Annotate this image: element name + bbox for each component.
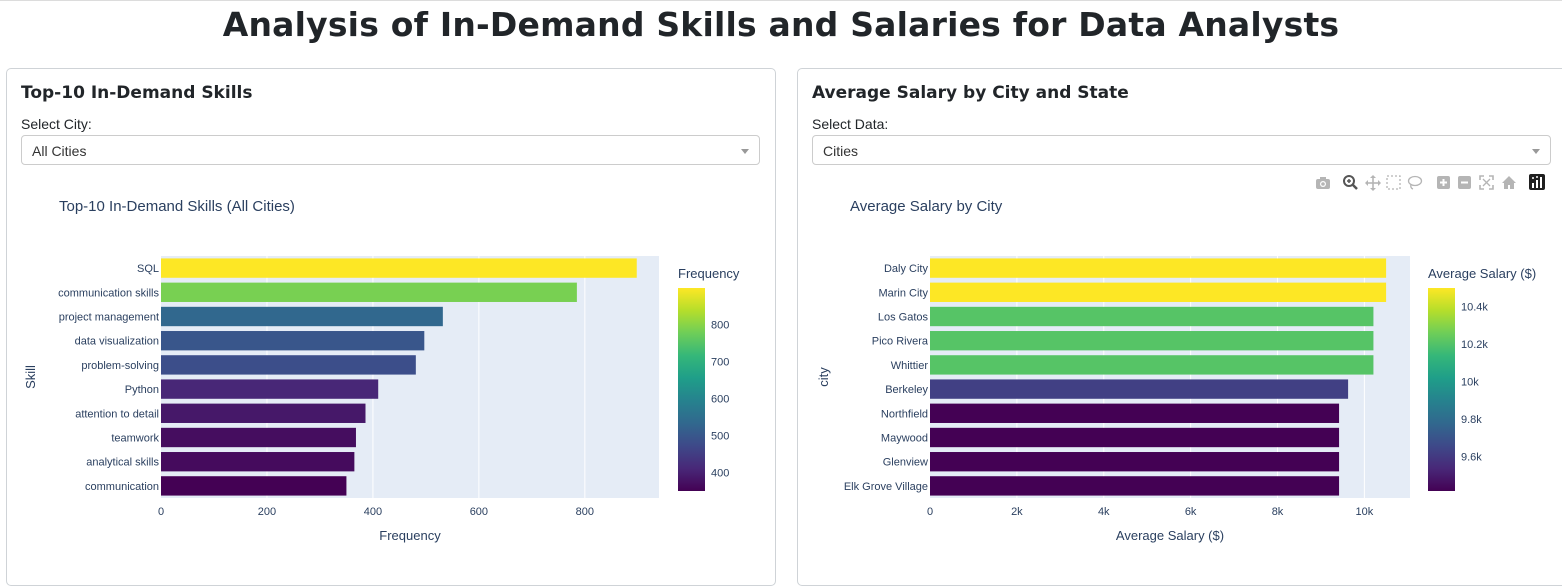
- y-tick-label: problem-solving: [81, 360, 159, 372]
- colorbar-tick-label: 600: [711, 393, 729, 405]
- y-tick-label: Glenview: [883, 457, 928, 469]
- camera-icon[interactable]: [1316, 177, 1330, 189]
- chart-title: Average Salary by City: [850, 198, 1003, 215]
- x-tick-label: 8k: [1272, 506, 1284, 518]
- data-dropdown[interactable]: Cities: [812, 135, 1551, 165]
- skills-card: Top-10 In-Demand Skills Select City: All…: [6, 68, 776, 586]
- zoom-in-icon[interactable]: [1437, 176, 1450, 189]
- chart-title: Top-10 In-Demand Skills (All Cities): [59, 198, 295, 215]
- bar: [161, 427, 356, 448]
- bar: [161, 331, 425, 351]
- bar: [930, 258, 1387, 278]
- colorbar-tick-label: 400: [711, 467, 729, 479]
- plotly-logo-icon[interactable]: [1529, 174, 1545, 190]
- y-tick-label: communication skills: [58, 287, 159, 299]
- x-tick-label: 0: [927, 506, 933, 518]
- bar: [930, 427, 1340, 448]
- colorbar-tick-label: 9.8k: [1461, 414, 1482, 426]
- bar: [161, 355, 416, 375]
- bar: [161, 452, 355, 472]
- y-tick-label: Pico Rivera: [872, 336, 929, 348]
- chevron-down-icon[interactable]: [1532, 149, 1540, 154]
- x-tick-label: 200: [258, 506, 276, 518]
- y-tick-label: Whittier: [891, 360, 929, 372]
- pan-icon[interactable]: [1365, 175, 1381, 191]
- colorbar-tick-label: 9.6k: [1461, 452, 1482, 464]
- y-tick-label: communication: [85, 481, 159, 493]
- y-tick-label: SQL: [137, 263, 159, 275]
- x-tick-label: 0: [158, 506, 164, 518]
- bar: [161, 379, 379, 399]
- x-tick-label: 600: [470, 506, 488, 518]
- bar: [930, 355, 1374, 375]
- bar: [930, 282, 1387, 302]
- bar: [161, 476, 347, 496]
- data-dropdown-value: Cities: [823, 143, 859, 159]
- y-tick-label: data visualization: [75, 336, 159, 348]
- colorbar-tick-label: 500: [711, 430, 729, 442]
- bar: [161, 403, 366, 423]
- y-tick-label: analytical skills: [86, 457, 159, 469]
- modebar-icons: [1316, 174, 1545, 191]
- x-axis-title: Frequency: [379, 528, 441, 543]
- data-select-label: Select Data:: [812, 116, 889, 132]
- top-border: [0, 0, 1562, 1]
- y-tick-label: attention to detail: [75, 408, 159, 420]
- colorbar-title: Frequency: [678, 266, 740, 281]
- x-tick-label: 6k: [1185, 506, 1197, 518]
- bar: [930, 452, 1340, 472]
- zoom-out-icon[interactable]: [1458, 176, 1471, 189]
- x-tick-label: 400: [364, 506, 382, 518]
- zoom-icon[interactable]: [1343, 175, 1358, 190]
- chart-modebar: [1315, 173, 1545, 193]
- colorbar-tick-label: 10.4k: [1461, 302, 1488, 314]
- colorbar-tick-label: 800: [711, 319, 729, 331]
- colorbar: [678, 288, 705, 491]
- page-title: Analysis of In-Demand Skills and Salarie…: [222, 5, 1340, 44]
- salary-card-title: Average Salary by City and State: [812, 83, 1129, 103]
- x-tick-label: 2k: [1011, 506, 1023, 518]
- bar: [930, 403, 1340, 423]
- y-tick-label: Elk Grove Village: [844, 481, 928, 493]
- y-axis-title: city: [816, 367, 831, 387]
- colorbar-tick-label: 700: [711, 356, 729, 368]
- x-tick-label: 800: [576, 506, 594, 518]
- colorbar-title: Average Salary ($): [1428, 266, 1536, 281]
- salary-bar-chart[interactable]: Average Salary by City 0 2k 4k 6k 8k 10k Daly C…: [798, 69, 1562, 585]
- x-tick-label: 4k: [1098, 506, 1110, 518]
- skills-bar-chart[interactable]: Top-10 In-Demand Skills (All Cities) 0 200…: [7, 69, 775, 585]
- bar: [930, 379, 1349, 399]
- bar: [161, 282, 577, 302]
- lasso-icon[interactable]: [1407, 175, 1423, 190]
- y-tick-label: Marin City: [878, 287, 928, 299]
- x-axis-title: Average Salary ($): [1116, 528, 1224, 543]
- autoscale-icon[interactable]: [1479, 175, 1494, 190]
- bar: [161, 258, 637, 278]
- y-tick-label: project management: [59, 312, 159, 324]
- bar: [161, 306, 443, 327]
- y-tick-label: Python: [125, 384, 159, 396]
- salary-card: Average Salary by City and State Select …: [797, 68, 1562, 586]
- colorbar: [1428, 288, 1455, 491]
- colorbar-tick-label: 10k: [1461, 377, 1479, 389]
- bar: [930, 476, 1340, 496]
- y-tick-label: Northfield: [881, 408, 928, 420]
- city-dropdown-value: All Cities: [32, 143, 87, 159]
- y-tick-label: Los Gatos: [878, 312, 929, 324]
- bar: [930, 331, 1374, 351]
- y-tick-label: Maywood: [881, 433, 928, 445]
- y-tick-label: Daly City: [884, 263, 929, 275]
- colorbar-tick-label: 10.2k: [1461, 339, 1488, 351]
- x-tick-label: 10k: [1356, 506, 1374, 518]
- reset-axes-icon[interactable]: [1502, 176, 1516, 189]
- skills-card-title: Top-10 In-Demand Skills: [21, 83, 253, 103]
- city-select-label: Select City:: [21, 116, 92, 132]
- chevron-down-icon[interactable]: [741, 149, 749, 154]
- y-tick-label: Berkeley: [885, 384, 928, 396]
- bar: [930, 306, 1374, 327]
- y-tick-label: teamwork: [111, 433, 159, 445]
- box-select-icon[interactable]: [1386, 175, 1401, 190]
- city-dropdown[interactable]: All Cities: [21, 135, 760, 165]
- y-axis-title: Skill: [23, 365, 38, 389]
